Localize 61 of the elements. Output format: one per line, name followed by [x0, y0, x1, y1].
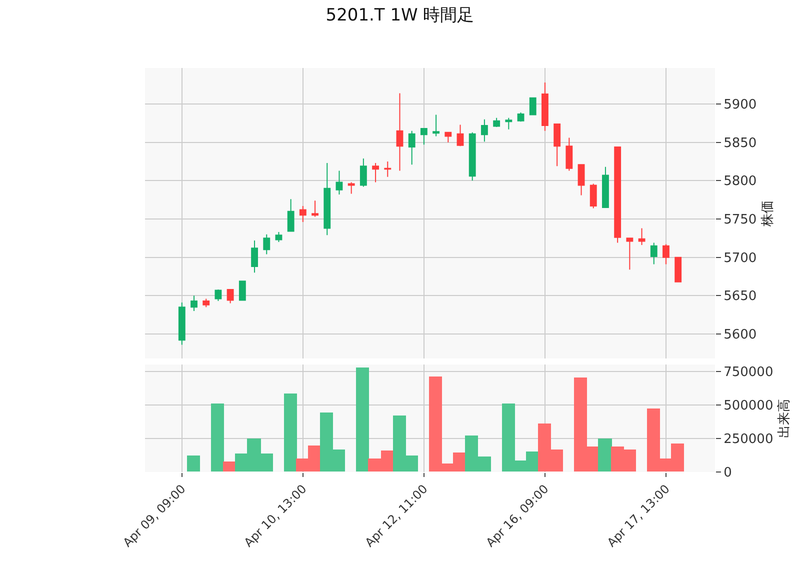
- candlestick: [360, 158, 367, 188]
- candlestick: [190, 295, 198, 312]
- y-tick-label: 5700: [724, 250, 757, 266]
- chart-title: 5201.T 1W 時間足: [326, 6, 474, 26]
- y-axis-title: 出来高: [776, 398, 792, 438]
- candlestick: [674, 256, 682, 282]
- candlestick: [578, 164, 585, 196]
- candlestick: [468, 132, 476, 182]
- candlestick: [480, 118, 488, 142]
- candlestick: [456, 124, 464, 147]
- candlestick: [505, 117, 512, 130]
- y-tick-label: 750000: [724, 364, 774, 380]
- candlestick: [226, 289, 234, 304]
- candlestick: [444, 132, 452, 143]
- candlestick: [287, 198, 294, 232]
- candlestick: [251, 240, 258, 274]
- candlestick: [517, 112, 524, 122]
- candlestick: [324, 162, 331, 236]
- bar: [187, 456, 200, 472]
- candlestick: [529, 97, 536, 116]
- candlestick: [590, 183, 597, 209]
- y-tick-label: 0: [724, 466, 732, 481]
- candlestick: [542, 82, 548, 132]
- y-axis-title: 株価: [760, 200, 776, 228]
- candlestick: [202, 298, 210, 308]
- y-tick-label: 5850: [724, 136, 757, 151]
- candlestick: [554, 123, 561, 167]
- bar: [598, 438, 612, 472]
- y-tick-label: 5650: [724, 289, 757, 304]
- candlestick: [614, 146, 622, 244]
- bar: [356, 368, 369, 472]
- bar: [284, 394, 297, 472]
- candlestick: [299, 205, 306, 223]
- y-tick-label: 5600: [724, 328, 757, 343]
- candlestick: [650, 242, 658, 265]
- y-tick-label: 500000: [724, 398, 774, 414]
- candlestick: [566, 137, 573, 172]
- candlestick: [396, 92, 404, 172]
- y-tick-label: 5800: [724, 174, 757, 190]
- y-tick-label: 250000: [724, 432, 774, 447]
- candlestick: [372, 162, 380, 183]
- candlestick: [275, 232, 282, 242]
- candlestick: [263, 234, 270, 255]
- candlestick: [348, 182, 355, 194]
- candlestick: [638, 228, 646, 246]
- candlestick: [178, 302, 186, 346]
- candlestick: [602, 166, 609, 208]
- y-tick-label: 5900: [724, 98, 757, 113]
- candlestick: [662, 244, 670, 265]
- bar: [211, 404, 224, 472]
- candlestick: [336, 170, 343, 195]
- candlestick: [432, 114, 440, 137]
- candlestick: [408, 130, 416, 166]
- candlestick: [420, 128, 428, 146]
- candlestick: [493, 117, 500, 128]
- y-tick-label: 5750: [724, 212, 757, 228]
- candlestick: [626, 238, 634, 270]
- bar: [223, 462, 236, 472]
- candlestick: [312, 200, 318, 218]
- candlestick: [384, 161, 392, 178]
- candlestick: [238, 280, 246, 301]
